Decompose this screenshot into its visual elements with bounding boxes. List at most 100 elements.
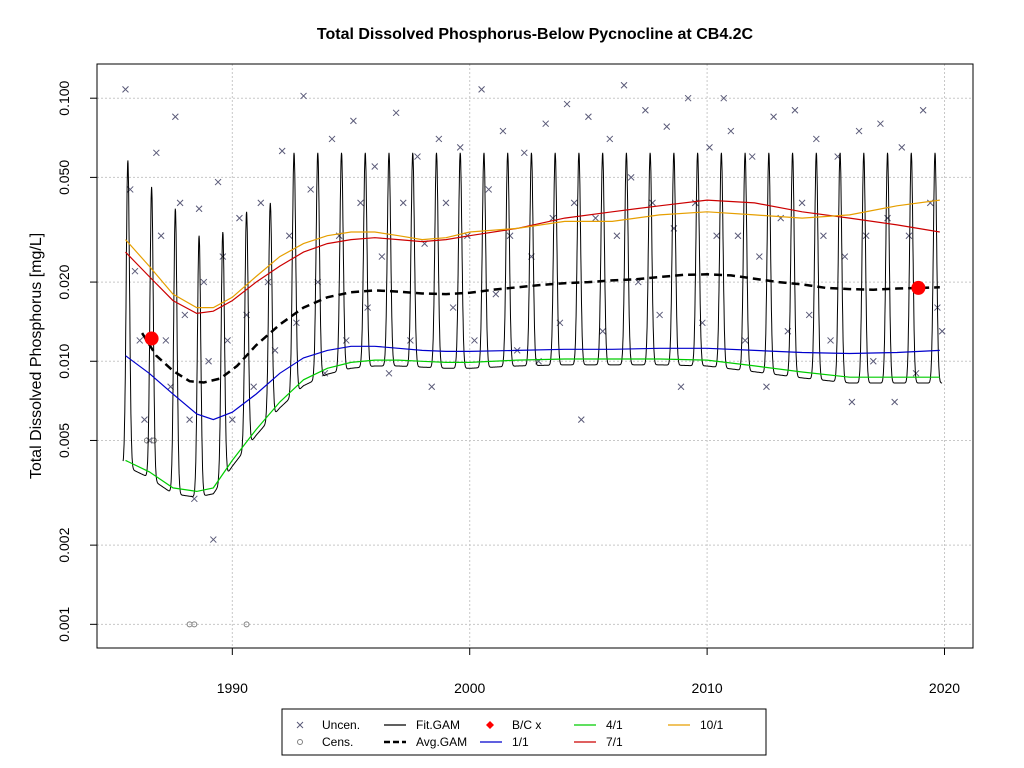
uncensored-point	[727, 127, 735, 135]
uncensored-point	[820, 232, 827, 240]
uncensored-point	[205, 357, 212, 365]
uncensored-point	[228, 416, 236, 423]
uncensored-point	[848, 398, 856, 406]
uncensored-point	[171, 113, 179, 121]
uncensored-point	[763, 383, 770, 391]
plot-area	[122, 81, 946, 628]
line-1-1	[125, 345, 940, 421]
uncensored-point	[577, 416, 585, 423]
uncensored-point	[224, 337, 231, 344]
x-tick-label: 2020	[929, 680, 960, 696]
uncensored-point	[371, 163, 379, 170]
uncensored-point	[791, 106, 799, 114]
legend-label: Cens.	[322, 735, 353, 749]
uncensored-point	[855, 127, 863, 135]
uncensored-point	[456, 144, 464, 151]
censored-point	[243, 621, 250, 628]
uncensored-point	[520, 149, 528, 157]
uncensored-point	[805, 311, 813, 319]
legend-label: Avg.GAM	[416, 735, 467, 749]
uncensored-point	[506, 232, 514, 240]
uncensored-point	[471, 337, 478, 344]
plot-frame	[96, 63, 974, 649]
uncensored-point	[181, 311, 189, 319]
uncensored-point	[570, 199, 578, 207]
uncensored-point	[670, 225, 678, 232]
uncensored-point	[350, 117, 357, 125]
uncensored-point	[713, 232, 720, 240]
uncensored-point	[642, 106, 649, 114]
uncensored-point	[542, 120, 550, 128]
legend-uncen-icon	[296, 721, 304, 729]
uncensored-point	[157, 232, 165, 240]
uncensored-point	[606, 135, 614, 143]
uncensored-point	[257, 199, 265, 207]
uncensored-point	[176, 199, 184, 207]
uncensored-point	[236, 214, 243, 222]
uncensored-point	[627, 174, 635, 181]
chart-title: Total Dissolved Phosphorus-Below Pycnocl…	[317, 26, 754, 43]
uncensored-point	[285, 232, 293, 240]
uncensored-point	[734, 232, 742, 240]
uncensored-point	[357, 199, 364, 207]
uncensored-point	[499, 127, 507, 135]
uncensored-point	[585, 113, 592, 121]
uncensored-point	[414, 153, 421, 160]
uncensored-point	[328, 135, 336, 143]
legend-box	[281, 708, 767, 756]
y-tick-label: 0.050	[56, 160, 72, 195]
x-tick-label: 2000	[454, 680, 485, 696]
x-tick-label: 2010	[692, 680, 723, 696]
uncensored-point	[250, 383, 258, 391]
uncensored-point	[592, 214, 599, 222]
uncensored-point	[706, 144, 713, 151]
line-10-1	[125, 199, 940, 309]
uncensored-point	[428, 383, 436, 391]
y-tick-label: 0.005	[56, 423, 72, 458]
uncensored-point	[898, 144, 906, 151]
censored-point	[143, 437, 150, 444]
uncensored-point	[162, 337, 170, 344]
uncensored-point	[378, 253, 386, 260]
uncensored-point	[684, 94, 692, 102]
uncensored-point	[300, 92, 307, 100]
uncensored-point	[392, 109, 400, 117]
censored-point	[150, 437, 157, 444]
line-7-1	[125, 199, 940, 315]
uncensored-point	[919, 106, 927, 114]
uncensored-point	[264, 278, 272, 286]
uncensored-point	[741, 337, 749, 344]
y-tick-label: 0.010	[56, 344, 72, 379]
legend-cens-icon	[297, 739, 303, 745]
x-axis: 1990 2000 2010 2020	[217, 648, 960, 696]
y-tick-label: 0.001	[56, 607, 72, 642]
uncensored-point	[912, 369, 920, 377]
uncensored-point	[599, 327, 607, 335]
uncensored-point	[869, 357, 877, 365]
uncensored-point	[613, 232, 621, 240]
uncensored-point	[385, 369, 393, 377]
uncensored-point	[884, 214, 891, 222]
uncensored-point	[435, 135, 443, 143]
uncensored-point	[399, 199, 407, 207]
uncensored-point	[442, 199, 450, 207]
uncensored-point	[748, 153, 756, 160]
uncensored-point	[122, 86, 129, 93]
legend-diamond-icon	[486, 721, 494, 729]
uncensored-point	[478, 86, 485, 93]
legend-label: Uncen.	[322, 718, 360, 732]
uncensored-point	[841, 253, 849, 260]
uncensored-point	[938, 327, 946, 335]
uncensored-point	[152, 149, 160, 157]
uncensored-point	[307, 186, 315, 193]
uncensored-point	[620, 81, 628, 89]
legend: Uncen. Cens. Fit.GAM Avg.GAM B/C x 1/1 4/1 7/1 1…	[281, 708, 767, 756]
grid-lines	[97, 64, 973, 648]
legend-label: Fit.GAM	[416, 718, 460, 732]
plot-series-group	[122, 81, 946, 628]
x-tick-label: 1990	[217, 680, 248, 696]
uncensored-point	[209, 536, 217, 543]
uncensored-point	[755, 253, 763, 260]
bc-point	[144, 331, 159, 346]
